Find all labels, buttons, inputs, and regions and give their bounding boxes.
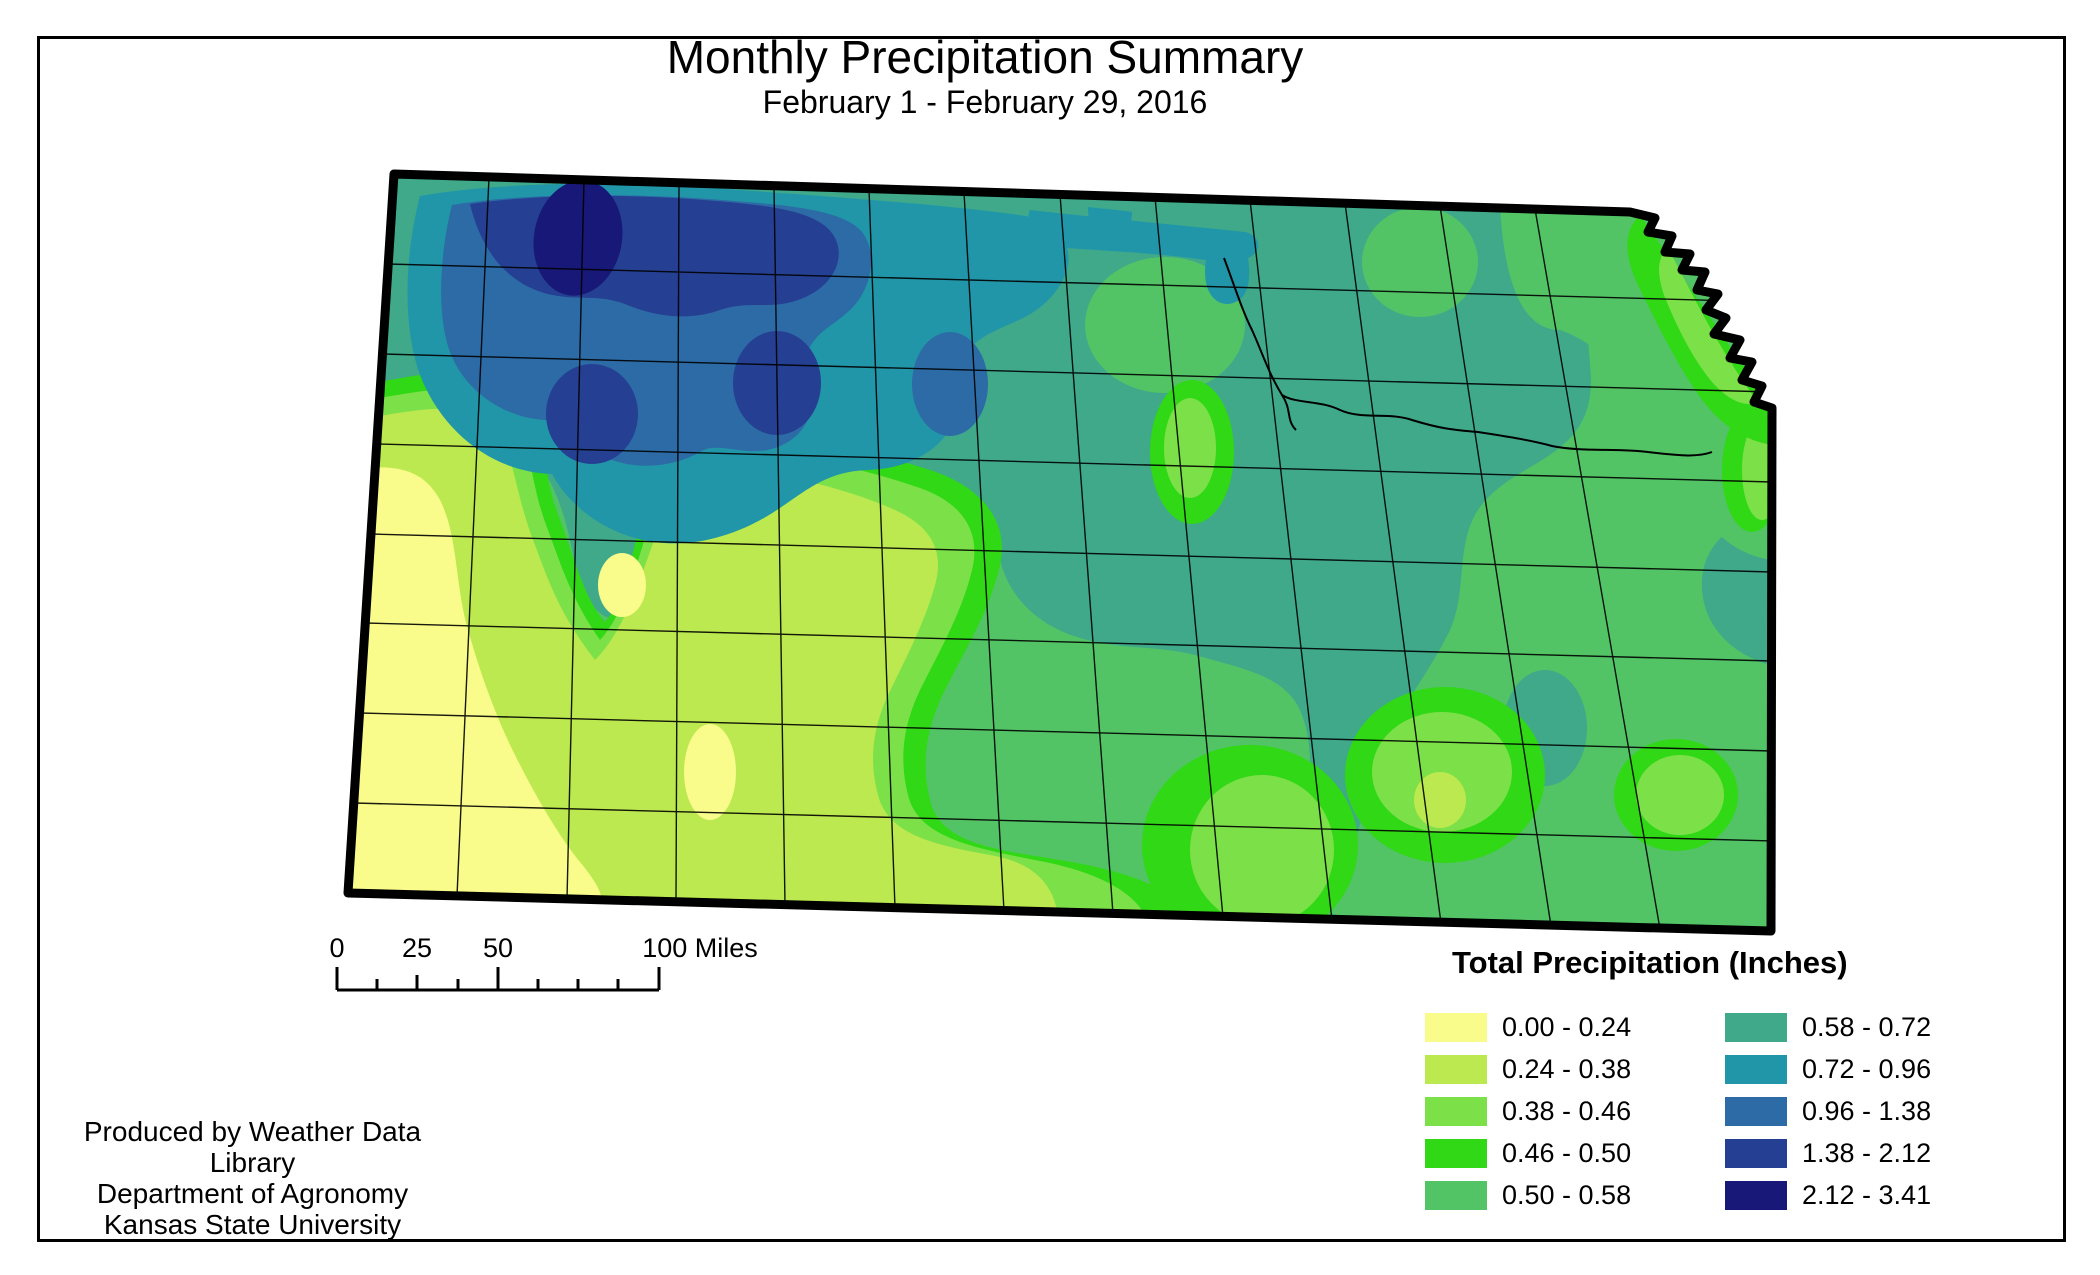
fill-light-green-strip — [1742, 420, 1772, 520]
legend: Total Precipitation (Inches) 0.00 - 0.24… — [1425, 945, 2065, 1210]
fill-teal-north-band — [1027, 210, 1259, 304]
legend-swatch — [1725, 1055, 1787, 1084]
legend-swatch — [1425, 1181, 1487, 1210]
fill-light-green-patch — [1372, 712, 1512, 832]
legend-title: Total Precipitation (Inches) — [1452, 945, 1848, 980]
legend-label: 0.72 - 0.96 — [1802, 1054, 1932, 1084]
legend-item: 1.38 - 2.12 — [1725, 1138, 1932, 1168]
legend-item: 0.96 - 1.38 — [1725, 1096, 1932, 1126]
legend-label: 0.96 - 1.38 — [1802, 1096, 1932, 1126]
fill-pale-yellow-spot — [684, 724, 736, 820]
credits-block: Produced by Weather Data Library Departm… — [40, 1116, 465, 1240]
legend-swatch — [1425, 1139, 1487, 1168]
legend-item: 0.58 - 0.72 — [1725, 1012, 1932, 1042]
scale-label-100-miles: 100 Miles — [642, 933, 758, 963]
legend-label: 0.38 - 0.46 — [1502, 1096, 1632, 1126]
legend-label: 1.38 - 2.12 — [1802, 1138, 1932, 1168]
legend-swatch — [1725, 1097, 1787, 1126]
legend-swatch — [1425, 1013, 1487, 1042]
legend-item: 0.46 - 0.50 — [1425, 1138, 1632, 1168]
fill-navy-core — [533, 180, 623, 296]
legend-item: 0.00 - 0.24 — [1425, 1012, 1632, 1042]
fill-light-green-patch — [1190, 775, 1334, 925]
fill-light-green-patch — [1636, 755, 1724, 835]
legend-swatch — [1725, 1013, 1787, 1042]
legend-label: 0.00 - 0.24 — [1502, 1012, 1632, 1042]
scale-label-25: 25 — [401, 933, 433, 963]
legend-label: 0.50 - 0.58 — [1502, 1180, 1632, 1210]
legend-item: 0.72 - 0.96 — [1725, 1054, 1932, 1084]
page-title: Monthly Precipitation Summary — [666, 31, 1304, 83]
fill-green-patch — [1362, 207, 1478, 317]
fill-teal-nub — [1088, 207, 1132, 244]
legend-swatch — [1725, 1139, 1787, 1168]
precipitation-fill-layers — [348, 174, 1772, 931]
legend-label: 0.24 - 0.38 — [1502, 1054, 1632, 1084]
scale-label-0: 0 — [329, 933, 345, 963]
title-block: Monthly Precipitation Summary February 1… — [667, 32, 1304, 122]
legend-label: 2.12 - 3.41 — [1802, 1180, 1932, 1210]
fill-dark-blue-spot — [546, 364, 638, 464]
fill-green-patch — [1085, 257, 1245, 393]
fill-light-green-river-band — [1659, 248, 1758, 404]
scale-label-50: 50 — [482, 933, 514, 963]
legend-swatch — [1425, 1055, 1487, 1084]
legend-item: 2.12 - 3.41 — [1725, 1180, 1932, 1210]
river-lines — [1223, 257, 1713, 457]
credits-line: Department of Agronomy — [96, 1178, 409, 1209]
legend-label: 0.58 - 0.72 — [1802, 1012, 1932, 1042]
credits-line: Kansas State University — [103, 1209, 402, 1240]
fill-light-green-spot — [1164, 398, 1216, 498]
outer-border — [37, 36, 2066, 1242]
fill-blue-spot — [912, 332, 988, 436]
page-subtitle: February 1 - February 29, 2016 — [762, 84, 1208, 120]
legend-item: 0.50 - 0.58 — [1425, 1180, 1632, 1210]
credits-line: Produced by Weather Data Library — [83, 1116, 422, 1178]
legend-label: 0.46 - 0.50 — [1502, 1138, 1632, 1168]
state-border — [343, 169, 1777, 936]
fill-pale-yellow-spot — [598, 553, 646, 617]
county-boundaries — [353, 176, 1772, 930]
legend-swatch — [1425, 1097, 1487, 1126]
fill-pale-yellow-strip — [348, 467, 602, 908]
legend-swatch — [1725, 1181, 1787, 1210]
scale-bar-ruler — [335, 967, 661, 992]
legend-item: 0.38 - 0.46 — [1425, 1096, 1632, 1126]
legend-item: 0.24 - 0.38 — [1425, 1054, 1632, 1084]
